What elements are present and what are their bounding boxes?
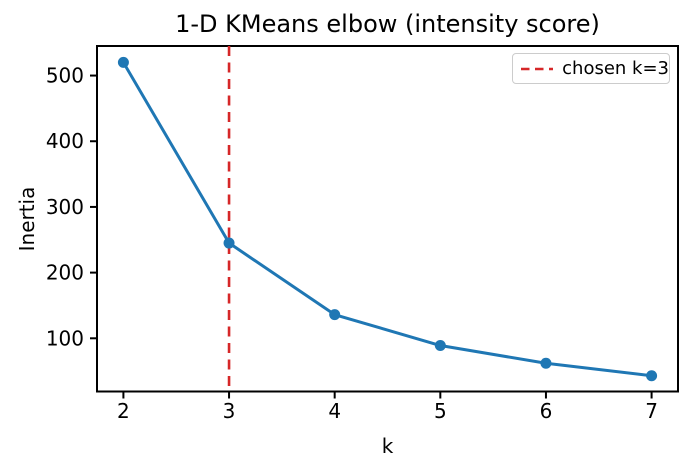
x-tick-label: 7: [645, 399, 658, 423]
legend-label: chosen k=3: [562, 58, 669, 79]
legend-dashed-line-icon: [521, 67, 554, 70]
x-tick-label: 3: [223, 399, 236, 423]
data-point-k5: [434, 340, 446, 352]
legend: chosen k=3: [512, 53, 670, 84]
y-tick-label: 300: [46, 195, 84, 219]
x-tick-label: 2: [117, 399, 130, 423]
data-point-k6: [540, 357, 552, 369]
x-axis-label: k: [381, 434, 394, 458]
x-tick-label: 5: [434, 399, 447, 423]
y-tick-label: 100: [46, 326, 84, 350]
data-point-k3: [223, 237, 235, 249]
y-tick-label: 400: [46, 129, 84, 153]
inertia-line: [121, 60, 654, 378]
chart-title: 1-D KMeans elbow (intensity score): [175, 10, 600, 38]
y-tick-label: 200: [46, 261, 84, 285]
data-point-k2: [117, 56, 129, 68]
y-tick-label: 500: [46, 64, 84, 88]
x-tick-label: 4: [328, 399, 341, 423]
data-point-k7: [646, 370, 658, 382]
axes-frame: [96, 45, 679, 393]
y-axis-label: Inertia: [15, 186, 39, 252]
x-tick-label: 6: [540, 399, 553, 423]
data-point-k4: [329, 309, 341, 321]
